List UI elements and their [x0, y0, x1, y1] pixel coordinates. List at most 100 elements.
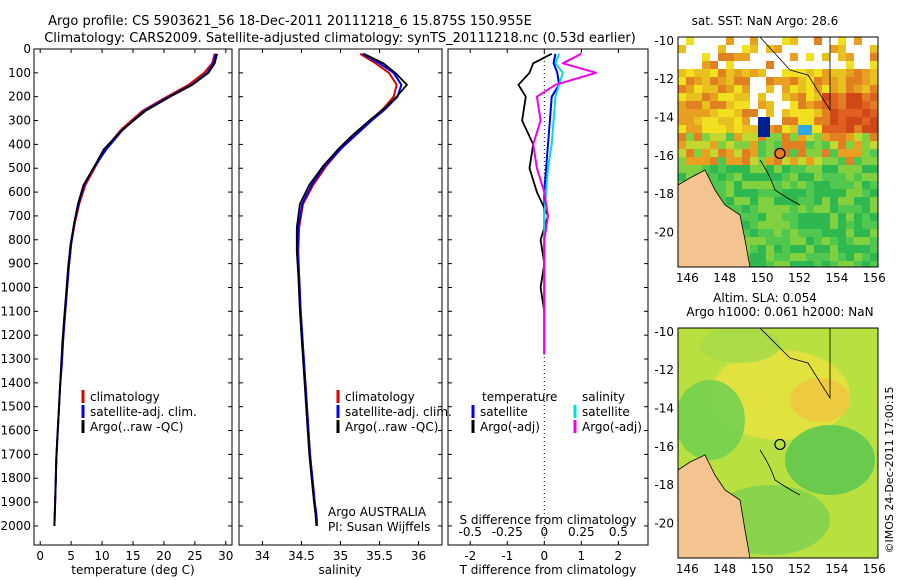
- sst-cell: [862, 101, 870, 109]
- sst-cell: [782, 77, 790, 85]
- sla-map-frame: [677, 327, 879, 559]
- sst-cell: [694, 133, 702, 141]
- sst-cell: [726, 69, 734, 77]
- sst-cell: [830, 85, 838, 93]
- sst-cell: [750, 221, 758, 229]
- map-x-tick-label: 156: [863, 562, 886, 576]
- sst-cell: [806, 77, 814, 85]
- sst-cell: [830, 141, 838, 149]
- sst-cell: [822, 237, 830, 245]
- sst-cell: [790, 237, 798, 245]
- sst-cell: [862, 173, 870, 181]
- sst-cell: [798, 261, 806, 267]
- sst-cell: [742, 213, 750, 221]
- sst-cell: [798, 117, 806, 125]
- sst-cell: [814, 165, 822, 173]
- sst-cell: [782, 261, 790, 267]
- sst-cell: [790, 189, 798, 197]
- sst-cell: [854, 237, 862, 245]
- sst-cell: [678, 173, 686, 181]
- sst-cell: [854, 173, 862, 181]
- sst-cell: [710, 157, 718, 165]
- sst-cell: [846, 101, 854, 109]
- sst-cell: [774, 45, 782, 53]
- s-tick-label: 0.25: [568, 525, 595, 539]
- sst-cell: [838, 125, 846, 133]
- sst-cell: [854, 189, 862, 197]
- sst-cell: [750, 133, 758, 141]
- sst-cell: [814, 205, 822, 213]
- sst-cell: [854, 69, 862, 77]
- sst-cell: [710, 117, 718, 125]
- sst-argo-position-marker: [774, 147, 786, 160]
- sst-cell: [718, 101, 726, 109]
- sst-cell: [862, 109, 870, 117]
- map-x-tick-label: 150: [751, 562, 774, 576]
- sst-cell: [838, 229, 846, 237]
- sst-cell: [750, 189, 758, 197]
- sst-cell: [750, 253, 758, 261]
- sst-cell: [854, 253, 862, 261]
- sst-cell: [766, 61, 774, 69]
- sst-cell: [758, 69, 766, 77]
- sst-cell: [678, 109, 686, 117]
- sst-cell: [838, 197, 846, 205]
- sst-cell: [846, 173, 854, 181]
- sst-cell: [742, 101, 750, 109]
- sst-cell: [806, 149, 814, 157]
- sst-cell: [838, 141, 846, 149]
- sst-cell: [870, 237, 878, 245]
- sst-cell: [702, 149, 710, 157]
- sst-cell: [742, 69, 750, 77]
- sst-cool-patch: [798, 125, 812, 135]
- sst-cell: [822, 253, 830, 261]
- sst-cell: [766, 181, 774, 189]
- salinity-legend: climatology satellite-adj. clim. Argo(..…: [336, 390, 452, 434]
- sst-cell: [822, 173, 830, 181]
- sst-cell: [774, 261, 782, 267]
- sst-cold-patch: [758, 117, 770, 137]
- sst-cell: [782, 125, 790, 133]
- sla-reef-contour: [759, 449, 801, 496]
- sst-cell: [870, 157, 878, 165]
- legend-satellite-label: satellite-adj. clim.: [90, 405, 197, 419]
- sst-cell: [678, 141, 686, 149]
- sst-cell: [702, 109, 710, 117]
- sst-cell: [870, 93, 878, 101]
- y-tick-label: 1400: [0, 376, 31, 390]
- legend-t-argo-label: Argo(-adj): [480, 420, 540, 434]
- sst-cell: [830, 181, 838, 189]
- sst-cell: [798, 141, 806, 149]
- sst-cell: [742, 157, 750, 165]
- sst-cell: [790, 197, 798, 205]
- sst-cell: [854, 149, 862, 157]
- sst-cell: [766, 141, 774, 149]
- sst-cell: [846, 149, 854, 157]
- sst-cell: [814, 213, 822, 221]
- sst-cell: [774, 197, 782, 205]
- sst-cell: [678, 45, 686, 53]
- sst-cell: [870, 53, 878, 61]
- sst-cell: [854, 133, 862, 141]
- sst-cell: [726, 61, 734, 69]
- sst-cell: [718, 181, 726, 189]
- sst-cell: [862, 205, 870, 213]
- sst-cell: [862, 77, 870, 85]
- sst-cell: [838, 165, 846, 173]
- temperature-xlabel: temperature (deg C): [71, 563, 194, 577]
- sst-cell: [846, 165, 854, 173]
- sst-cell: [830, 261, 838, 267]
- sst-cell: [798, 77, 806, 85]
- map-y-tick-label: -12: [654, 72, 674, 86]
- sst-cell: [758, 189, 766, 197]
- sst-cell: [750, 229, 758, 237]
- y-tick-label: 300: [8, 114, 31, 128]
- sst-cell: [838, 101, 846, 109]
- sst-cell: [838, 253, 846, 261]
- sst-cell: [798, 149, 806, 157]
- sst-cell: [742, 93, 750, 101]
- sst-cell: [758, 221, 766, 229]
- sst-cell: [734, 173, 742, 181]
- sst-cell: [782, 117, 790, 125]
- sst-cell: [870, 253, 878, 261]
